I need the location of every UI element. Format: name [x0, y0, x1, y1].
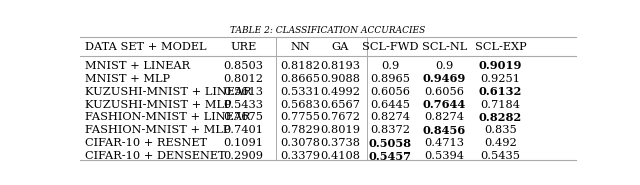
Text: 0.7672: 0.7672	[321, 112, 360, 122]
Text: 0.5457: 0.5457	[369, 151, 412, 162]
Text: MNIST + MLP: MNIST + MLP	[85, 74, 170, 84]
Text: 0.8503: 0.8503	[224, 61, 264, 71]
Text: 0.3379: 0.3379	[281, 151, 321, 161]
Text: 0.6567: 0.6567	[321, 100, 360, 110]
Text: MNIST + LINEAR: MNIST + LINEAR	[85, 61, 190, 71]
Text: 0.8019: 0.8019	[321, 125, 360, 135]
Text: CIFAR-10 + DENSENET: CIFAR-10 + DENSENET	[85, 151, 225, 161]
Text: 0.8182: 0.8182	[281, 61, 321, 71]
Text: 0.8274: 0.8274	[424, 112, 465, 122]
Text: 0.7675: 0.7675	[224, 112, 264, 122]
Text: 0.7829: 0.7829	[281, 125, 321, 135]
Text: 0.4108: 0.4108	[321, 151, 360, 161]
Text: FASHION-MNIST + LINEAR: FASHION-MNIST + LINEAR	[85, 112, 250, 122]
Text: 0.9088: 0.9088	[321, 74, 360, 84]
Text: 0.8274: 0.8274	[370, 112, 410, 122]
Text: SCL-FWD: SCL-FWD	[362, 42, 419, 52]
Text: 0.835: 0.835	[484, 125, 517, 135]
Text: 0.5683: 0.5683	[281, 100, 321, 110]
Text: 0.9019: 0.9019	[479, 60, 522, 71]
Text: 0.6056: 0.6056	[370, 87, 410, 97]
Text: 0.5433: 0.5433	[224, 100, 264, 110]
Text: 0.2909: 0.2909	[224, 151, 264, 161]
Text: 0.5058: 0.5058	[369, 138, 412, 149]
Text: 0.7184: 0.7184	[481, 100, 520, 110]
Text: KUZUSHI-MNIST + LINEAR: KUZUSHI-MNIST + LINEAR	[85, 87, 252, 97]
Text: GA: GA	[332, 42, 349, 52]
Text: NN: NN	[291, 42, 310, 52]
Text: 0.1091: 0.1091	[224, 138, 264, 148]
Text: 0.492: 0.492	[484, 138, 517, 148]
Text: 0.4992: 0.4992	[321, 87, 360, 97]
Text: 0.4713: 0.4713	[424, 138, 465, 148]
Text: 0.7755: 0.7755	[281, 112, 321, 122]
Text: 0.8456: 0.8456	[423, 125, 466, 136]
Text: KUZUSHI-MNIST + MLP: KUZUSHI-MNIST + MLP	[85, 100, 232, 110]
Text: 0.5394: 0.5394	[424, 151, 465, 161]
Text: 0.8282: 0.8282	[479, 112, 522, 123]
Text: 0.6445: 0.6445	[370, 100, 410, 110]
Text: 0.3738: 0.3738	[321, 138, 360, 148]
Text: 0.7401: 0.7401	[224, 125, 264, 135]
Text: URE: URE	[230, 42, 257, 52]
Text: SCL-NL: SCL-NL	[422, 42, 467, 52]
Text: 0.9469: 0.9469	[423, 73, 466, 84]
Text: 0.6056: 0.6056	[424, 87, 465, 97]
Text: 0.7644: 0.7644	[423, 99, 466, 110]
Text: 0.8665: 0.8665	[281, 74, 321, 84]
Text: 0.3078: 0.3078	[281, 138, 321, 148]
Text: DATA SET + MODEL: DATA SET + MODEL	[85, 42, 207, 52]
Text: 0.8012: 0.8012	[224, 74, 264, 84]
Text: SCL-EXP: SCL-EXP	[475, 42, 527, 52]
Text: TABLE 2: CLASSIFICATION ACCURACIES: TABLE 2: CLASSIFICATION ACCURACIES	[230, 26, 426, 36]
Text: 0.5435: 0.5435	[481, 151, 520, 161]
Text: 0.8372: 0.8372	[370, 125, 410, 135]
Text: 0.5613: 0.5613	[224, 87, 264, 97]
Text: FASHION-MNIST + MLP: FASHION-MNIST + MLP	[85, 125, 230, 135]
Text: 0.9: 0.9	[435, 61, 454, 71]
Text: 0.9251: 0.9251	[481, 74, 520, 84]
Text: 0.6132: 0.6132	[479, 86, 522, 97]
Text: 0.8193: 0.8193	[321, 61, 360, 71]
Text: CIFAR-10 + RESNET: CIFAR-10 + RESNET	[85, 138, 207, 148]
Text: 0.9: 0.9	[381, 61, 399, 71]
Text: 0.8965: 0.8965	[370, 74, 410, 84]
Text: 0.5331: 0.5331	[281, 87, 321, 97]
